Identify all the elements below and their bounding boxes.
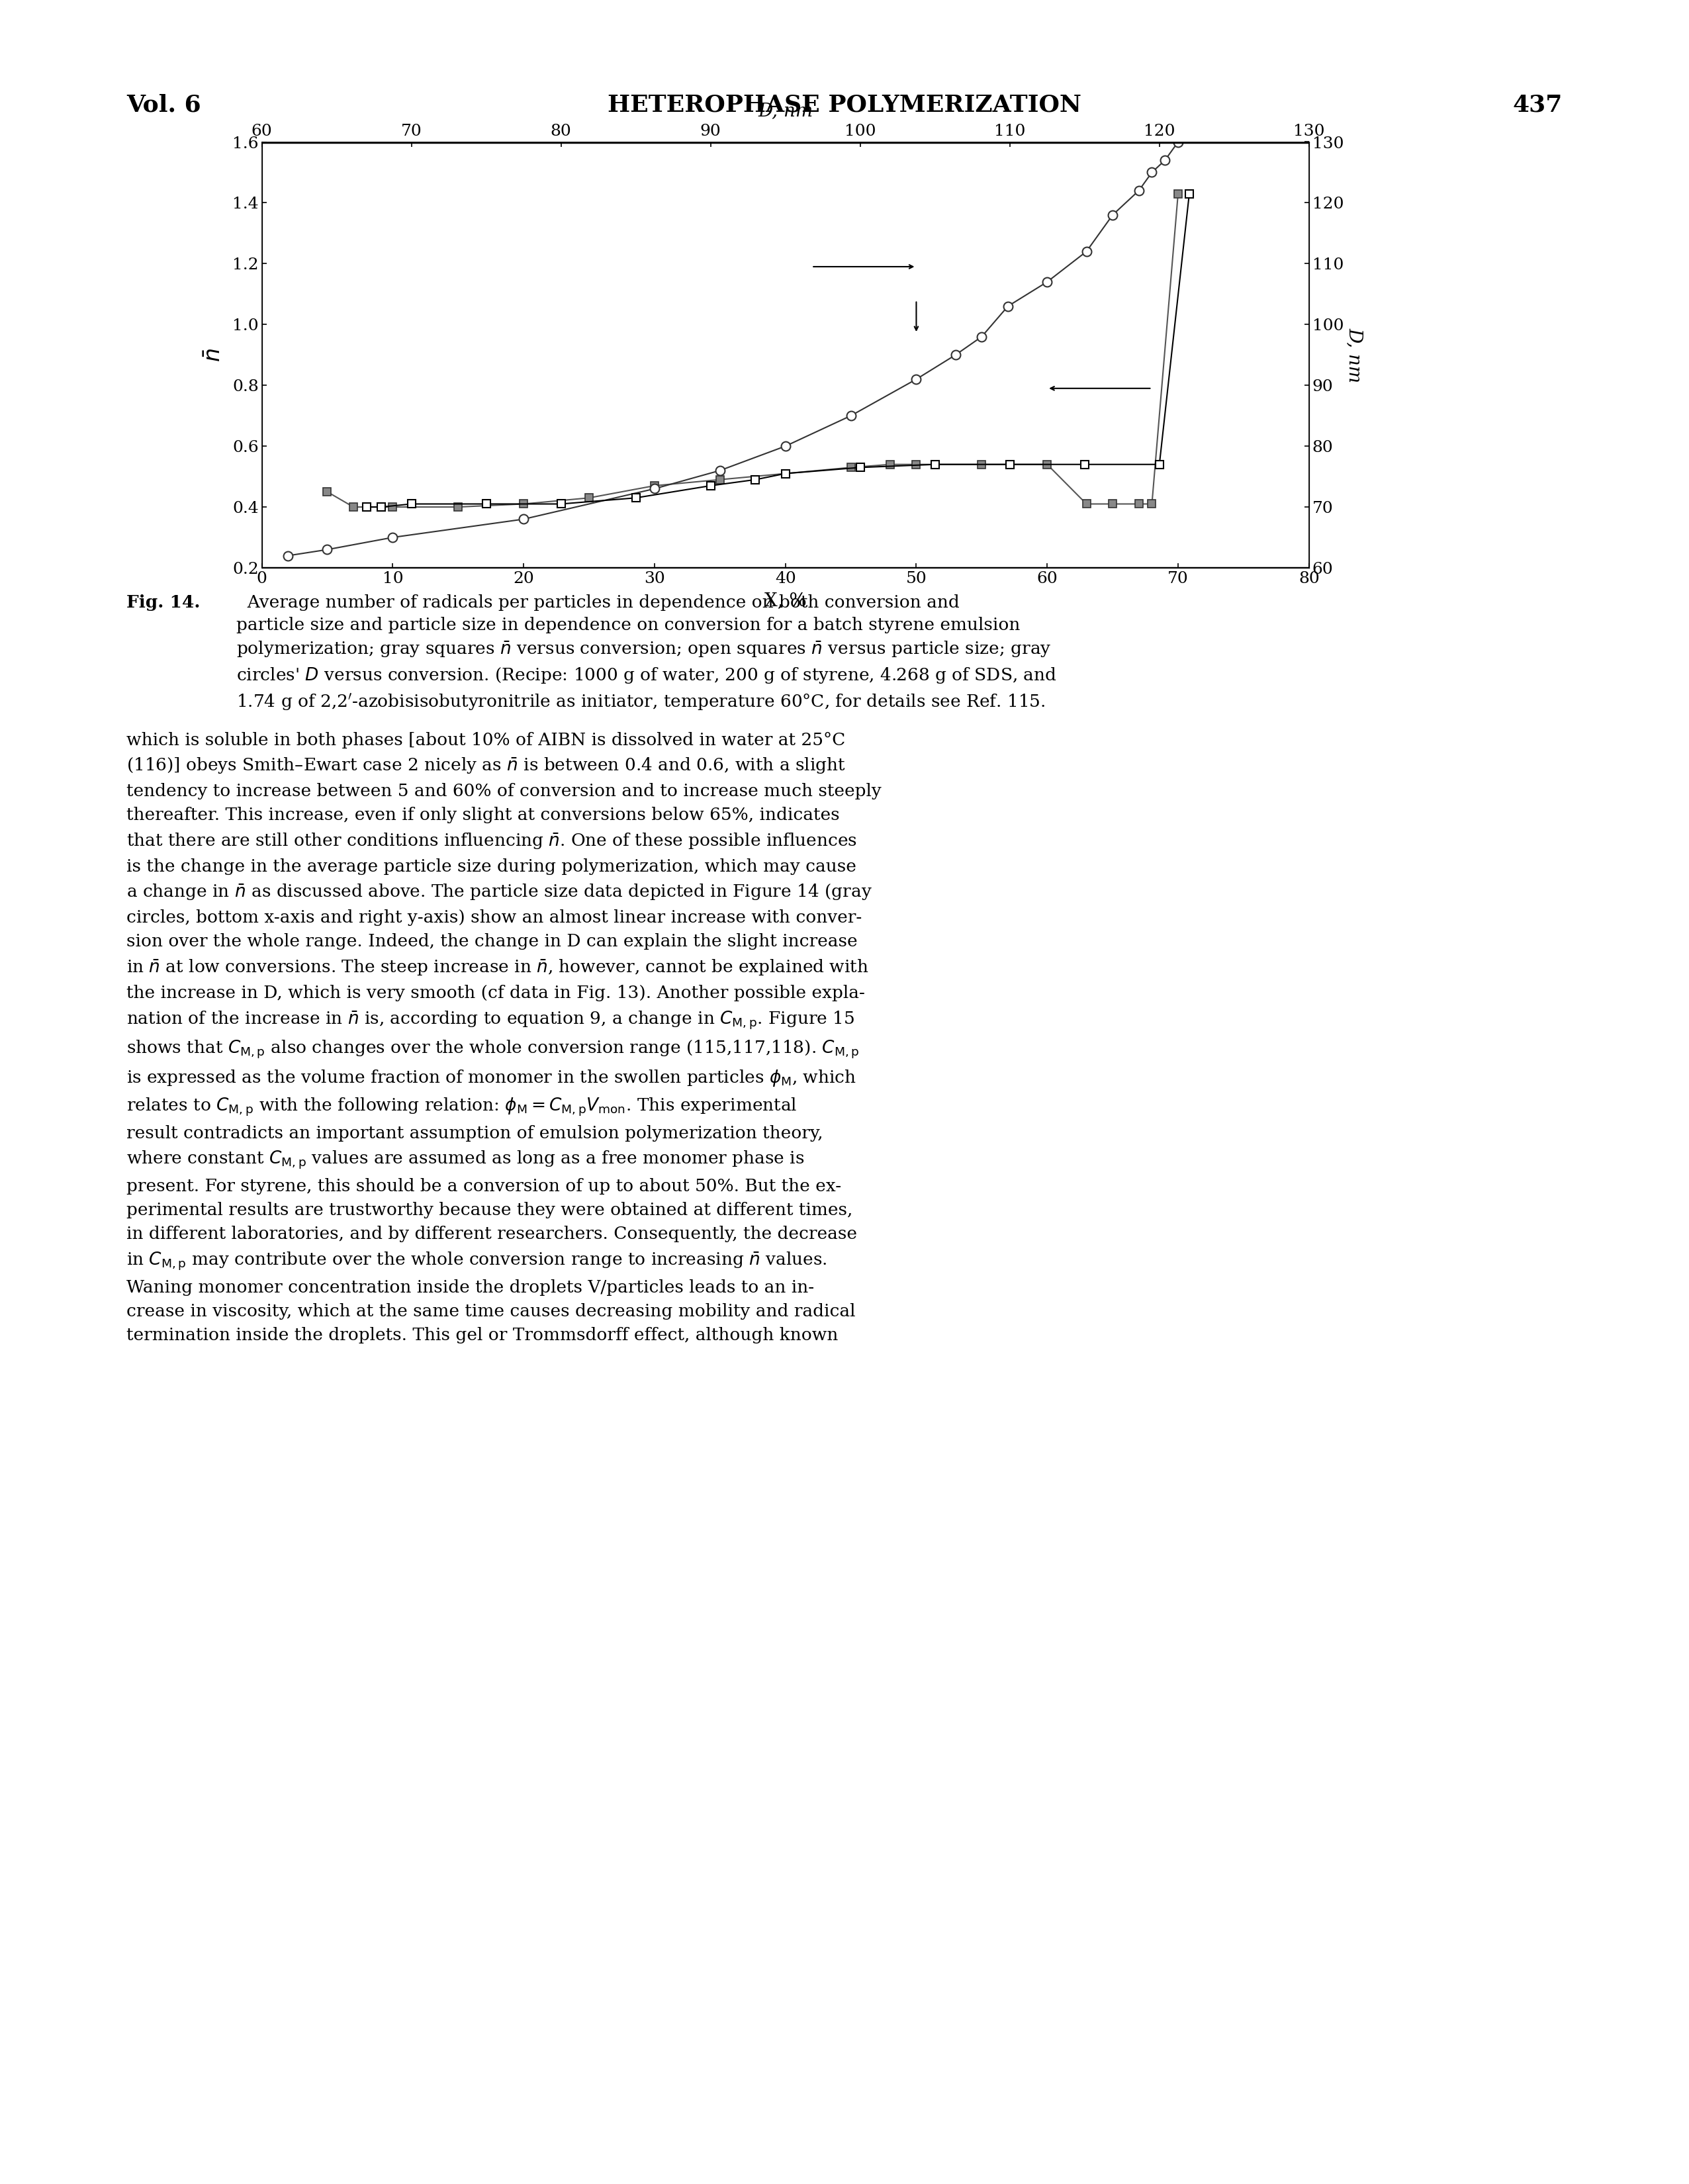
Y-axis label: D, nm: D, nm <box>1346 328 1363 382</box>
Text: HETEROPHASE POLYMERIZATION: HETEROPHASE POLYMERIZATION <box>608 94 1081 116</box>
X-axis label: X, %: X, % <box>765 592 806 609</box>
Y-axis label: $\bar{n}$: $\bar{n}$ <box>204 347 225 363</box>
X-axis label: D, nm: D, nm <box>758 103 812 120</box>
Text: Vol. 6: Vol. 6 <box>127 94 201 116</box>
Text: Average number of radicals per particles in dependence on both conversion and
pa: Average number of radicals per particles… <box>236 594 1057 712</box>
Text: which is soluble in both phases [about 10% of AIBN is dissolved in water at 25°C: which is soluble in both phases [about 1… <box>127 732 882 1343</box>
Text: Fig. 14.: Fig. 14. <box>127 594 201 612</box>
Text: 437: 437 <box>1512 94 1562 116</box>
